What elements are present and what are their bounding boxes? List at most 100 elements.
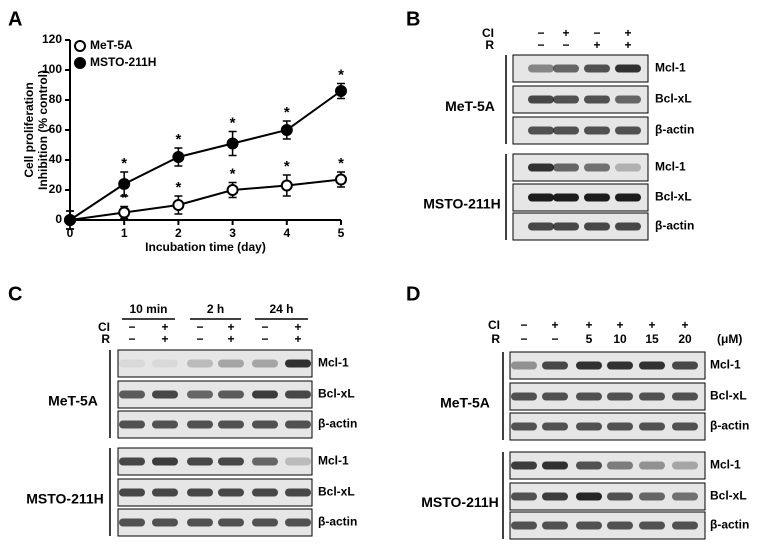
- y-tick-label: 40: [49, 152, 63, 166]
- treatment-level: −: [537, 26, 544, 40]
- blot-band: [528, 163, 554, 172]
- blot-band: [119, 390, 145, 399]
- significance-mark: *: [121, 155, 127, 172]
- blot-frame: [117, 508, 313, 537]
- protein-label: β-actin: [318, 515, 357, 529]
- blot-band: [576, 361, 602, 370]
- blot-band: [218, 420, 244, 429]
- treatment-label: R: [491, 332, 500, 346]
- blot-band: [511, 361, 537, 370]
- y-tick-label: 100: [42, 62, 62, 76]
- y-tick-label: 20: [49, 182, 63, 196]
- blot-band: [615, 193, 641, 202]
- treatment-level: −: [261, 320, 268, 334]
- blot-band: [672, 361, 698, 370]
- treatment-level: +: [227, 332, 234, 346]
- significance-mark: *: [175, 131, 181, 148]
- legend-label: MSTO-211H: [90, 55, 156, 69]
- blot-band: [528, 222, 554, 231]
- treatment-level: +: [562, 26, 569, 40]
- blot-frame: [117, 410, 313, 439]
- blot-band: [584, 64, 610, 73]
- blot-band: [639, 521, 665, 530]
- protein-label: Bcl-xL: [318, 485, 355, 499]
- y-tick-label: 60: [49, 122, 63, 136]
- blot-band: [252, 390, 278, 399]
- data-point: [335, 85, 347, 97]
- blot-band: [584, 163, 610, 172]
- data-point: [64, 214, 76, 226]
- blot-band: [607, 521, 633, 530]
- blot-band: [639, 492, 665, 501]
- treatment-level: 20: [678, 332, 692, 346]
- protein-label: Mcl-1: [655, 61, 686, 75]
- blot-band: [187, 488, 213, 497]
- protein-label: Mcl-1: [318, 356, 349, 370]
- treatment-level: +: [294, 332, 301, 346]
- blot-band: [152, 390, 178, 399]
- blot-band: [528, 126, 554, 135]
- blot-band: [252, 518, 278, 527]
- data-point: [280, 124, 293, 136]
- blot-band: [672, 422, 698, 431]
- blot-band: [152, 359, 178, 368]
- legend-marker: [74, 40, 86, 52]
- blot-band: [607, 392, 633, 401]
- protein-label: Bcl-xL: [655, 190, 692, 204]
- treatment-label: R: [101, 332, 110, 346]
- cell-line-label: MSTO-211H: [423, 196, 501, 212]
- blot-band: [252, 457, 278, 466]
- blot-band: [187, 390, 213, 399]
- blot-band: [252, 420, 278, 429]
- treatment-level: +: [624, 26, 631, 40]
- blot-band: [584, 193, 610, 202]
- protein-label: Bcl-xL: [655, 92, 692, 106]
- blot-band: [542, 461, 568, 470]
- treatment-level: +: [648, 318, 655, 332]
- treatment-level: 10: [613, 332, 627, 346]
- x-tick-label: 1: [121, 226, 128, 240]
- y-tick-label: 80: [49, 92, 63, 106]
- blot-band: [187, 518, 213, 527]
- blot-band: [553, 64, 579, 73]
- blot-band: [639, 361, 665, 370]
- blot-band: [528, 95, 554, 104]
- treatment-level: −: [520, 318, 527, 332]
- blot-band: [187, 359, 213, 368]
- x-tick-label: 0: [67, 226, 74, 240]
- treatment-level: +: [624, 38, 631, 52]
- blot-band: [672, 521, 698, 530]
- protein-label: Bcl-xL: [710, 489, 747, 503]
- blot-band: [152, 420, 178, 429]
- protein-label: Bcl-xL: [318, 387, 355, 401]
- treatment-level: +: [161, 320, 168, 334]
- data-point: [118, 178, 131, 190]
- treatment-level: −: [593, 26, 600, 40]
- blot-band: [607, 461, 633, 470]
- blot-band: [542, 521, 568, 530]
- blot-band: [218, 488, 244, 497]
- x-tick-label: 3: [229, 226, 236, 240]
- blot-band: [542, 492, 568, 501]
- treatment-level: −: [562, 38, 569, 52]
- blot-band: [576, 461, 602, 470]
- series-line: [69, 90, 342, 221]
- cell-line-label: MSTO-211H: [421, 494, 499, 510]
- blot-frame: [117, 380, 313, 409]
- treatment-label: CI: [482, 26, 494, 40]
- blot-band: [639, 461, 665, 470]
- cell-line-label: MeT-5A: [445, 98, 495, 114]
- blot-band: [285, 518, 311, 527]
- protein-label: β-actin: [318, 417, 357, 431]
- blot-band: [511, 422, 537, 431]
- y-tick-label: 120: [42, 32, 62, 46]
- treatment-level: −: [520, 332, 527, 346]
- blot-band: [553, 193, 579, 202]
- protein-label: Mcl-1: [655, 160, 686, 174]
- blot-band: [615, 126, 641, 135]
- blot-band: [218, 457, 244, 466]
- treatment-level: +: [585, 318, 592, 332]
- cell-line-label: MeT-5A: [440, 395, 490, 411]
- blot-band: [119, 420, 145, 429]
- blot-band: [553, 163, 579, 172]
